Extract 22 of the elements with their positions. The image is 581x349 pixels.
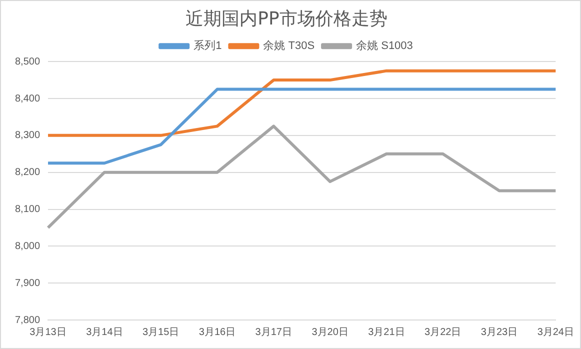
x-tick-label: 3月24日: [537, 326, 574, 338]
y-tick-label: 8,400: [14, 93, 40, 104]
x-tick-label: 3月15日: [142, 326, 180, 338]
legend-label: 余姚 S1003: [356, 40, 413, 52]
x-tick-label: 3月21日: [368, 326, 405, 338]
x-tick-label: 3月13日: [30, 326, 66, 338]
x-tick-label: 3月16日: [198, 326, 236, 338]
legend-label: 余姚 T30S: [263, 40, 315, 52]
legend-label: 系列1: [194, 39, 222, 52]
y-tick-label: 7,800: [14, 314, 40, 326]
x-tick-label: 3月20日: [312, 326, 348, 338]
y-tick-label: 8,200: [14, 167, 40, 178]
y-tick-label: 8,500: [14, 56, 40, 68]
x-tick-label: 3月17日: [255, 326, 292, 338]
x-tick-label: 3月22日: [424, 326, 462, 338]
y-tick-label: 8,000: [14, 240, 40, 252]
x-tick-label: 3月14日: [86, 326, 123, 338]
chart-title: 近期国内PP市场价格走势: [186, 8, 388, 30]
x-tick-label: 3月23日: [480, 326, 518, 338]
y-tick-label: 8,300: [14, 130, 40, 142]
y-tick-label: 8,100: [14, 204, 40, 216]
y-tick-label: 7,900: [14, 278, 40, 289]
